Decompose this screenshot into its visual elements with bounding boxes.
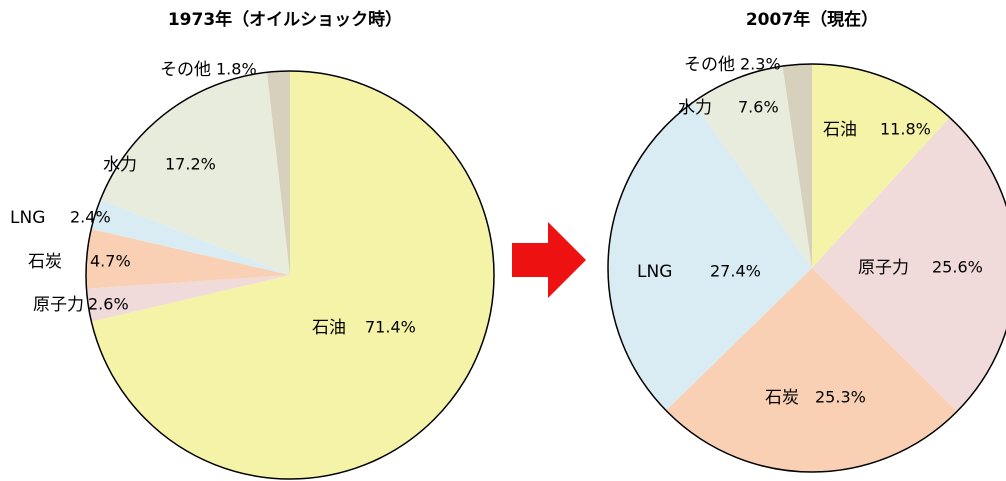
slice-value: 25.6% (932, 258, 983, 277)
slice-value: 7.6% (738, 98, 779, 117)
slice-name: その他 (684, 55, 735, 75)
slice-value: 71.4% (365, 318, 416, 337)
pie-slice (665, 268, 958, 472)
pie-slice (782, 64, 812, 268)
pie-outline (607, 63, 1006, 473)
pie-slice (85, 228, 290, 289)
slice-value: 27.4% (710, 262, 761, 281)
slice-value: 17.2% (165, 155, 216, 174)
slice-value: 25.3% (815, 388, 866, 407)
slice-name: 石炭 (28, 252, 62, 272)
slice-name: 原子力 (33, 295, 84, 315)
slice-name: 原子力 (858, 258, 909, 278)
slice-name: 石油 (823, 120, 857, 140)
pie-slice (608, 102, 812, 411)
arrow (512, 222, 586, 298)
slice-value: 11.8% (880, 120, 931, 139)
slice-value: 4.7% (90, 252, 131, 271)
slice-value: 2.4% (70, 208, 111, 227)
pie-slice (812, 64, 950, 268)
pie-slice (812, 117, 1006, 412)
slice-value: 2.6% (88, 295, 129, 314)
pie-outline (85, 70, 495, 480)
slice-name: 石油 (312, 318, 346, 338)
pie-slice (91, 71, 495, 480)
slice-value: 2.3% (740, 55, 781, 74)
slice-name: 水力 (678, 98, 712, 118)
pie-slice (267, 71, 290, 275)
pie-slice (693, 66, 812, 269)
slice-name: LNG (10, 208, 45, 228)
pie-slice (86, 275, 291, 322)
slice-name: 水力 (103, 155, 137, 175)
slice-name: LNG (637, 262, 672, 282)
pie-slice (91, 199, 291, 275)
chart-title: 1973年（オイルショック時） (168, 9, 402, 30)
slice-value: 1.8% (216, 60, 257, 79)
slice-name: 石炭 (765, 388, 799, 408)
chart-title: 2007年（現在） (746, 9, 878, 30)
slice-name: その他 (160, 60, 211, 80)
pie-slice (100, 72, 291, 275)
